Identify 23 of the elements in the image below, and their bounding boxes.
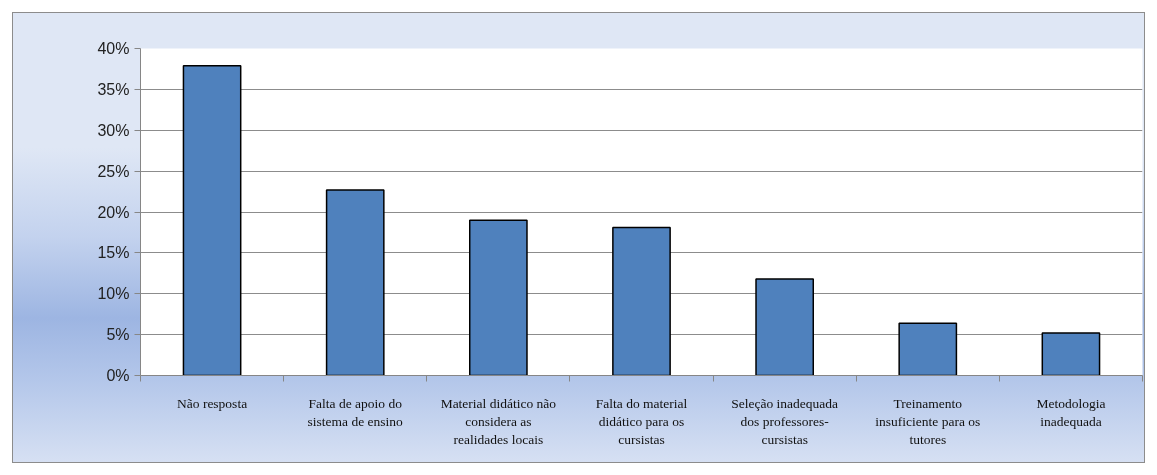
y-tick-label: 5%	[106, 326, 130, 344]
bar	[1041, 332, 1101, 376]
bar	[612, 226, 671, 376]
y-tick-label: 15%	[97, 244, 130, 262]
x-tick-label: Não resposta	[177, 395, 248, 411]
bar	[898, 322, 958, 376]
x-tick-label: Falta de apoio do sistema de ensino	[307, 395, 404, 429]
bar	[325, 189, 385, 376]
bar	[468, 219, 528, 376]
y-tick-label: 20%	[97, 203, 130, 221]
y-tick-label: 30%	[97, 121, 130, 139]
x-tick-label: Treinamento insuficiente para os tutores	[875, 395, 981, 447]
bar	[755, 278, 815, 376]
x-tick-label: Falta do material didático para os cursistas	[595, 395, 688, 447]
y-tick-label: 25%	[97, 162, 130, 180]
bar	[182, 64, 242, 376]
y-tick-label: 35%	[97, 80, 130, 98]
x-tick-label: Seleção inadequada dos professores-cursistas	[731, 395, 839, 447]
x-tick-label: Metodologia inadequada	[1036, 395, 1106, 429]
x-tick-label: Material didático não considera as realidades locais	[440, 395, 557, 447]
y-tick-label: 40%	[97, 40, 130, 57]
y-tick-label: 10%	[97, 285, 130, 303]
y-tick-label: 0%	[106, 367, 130, 384]
